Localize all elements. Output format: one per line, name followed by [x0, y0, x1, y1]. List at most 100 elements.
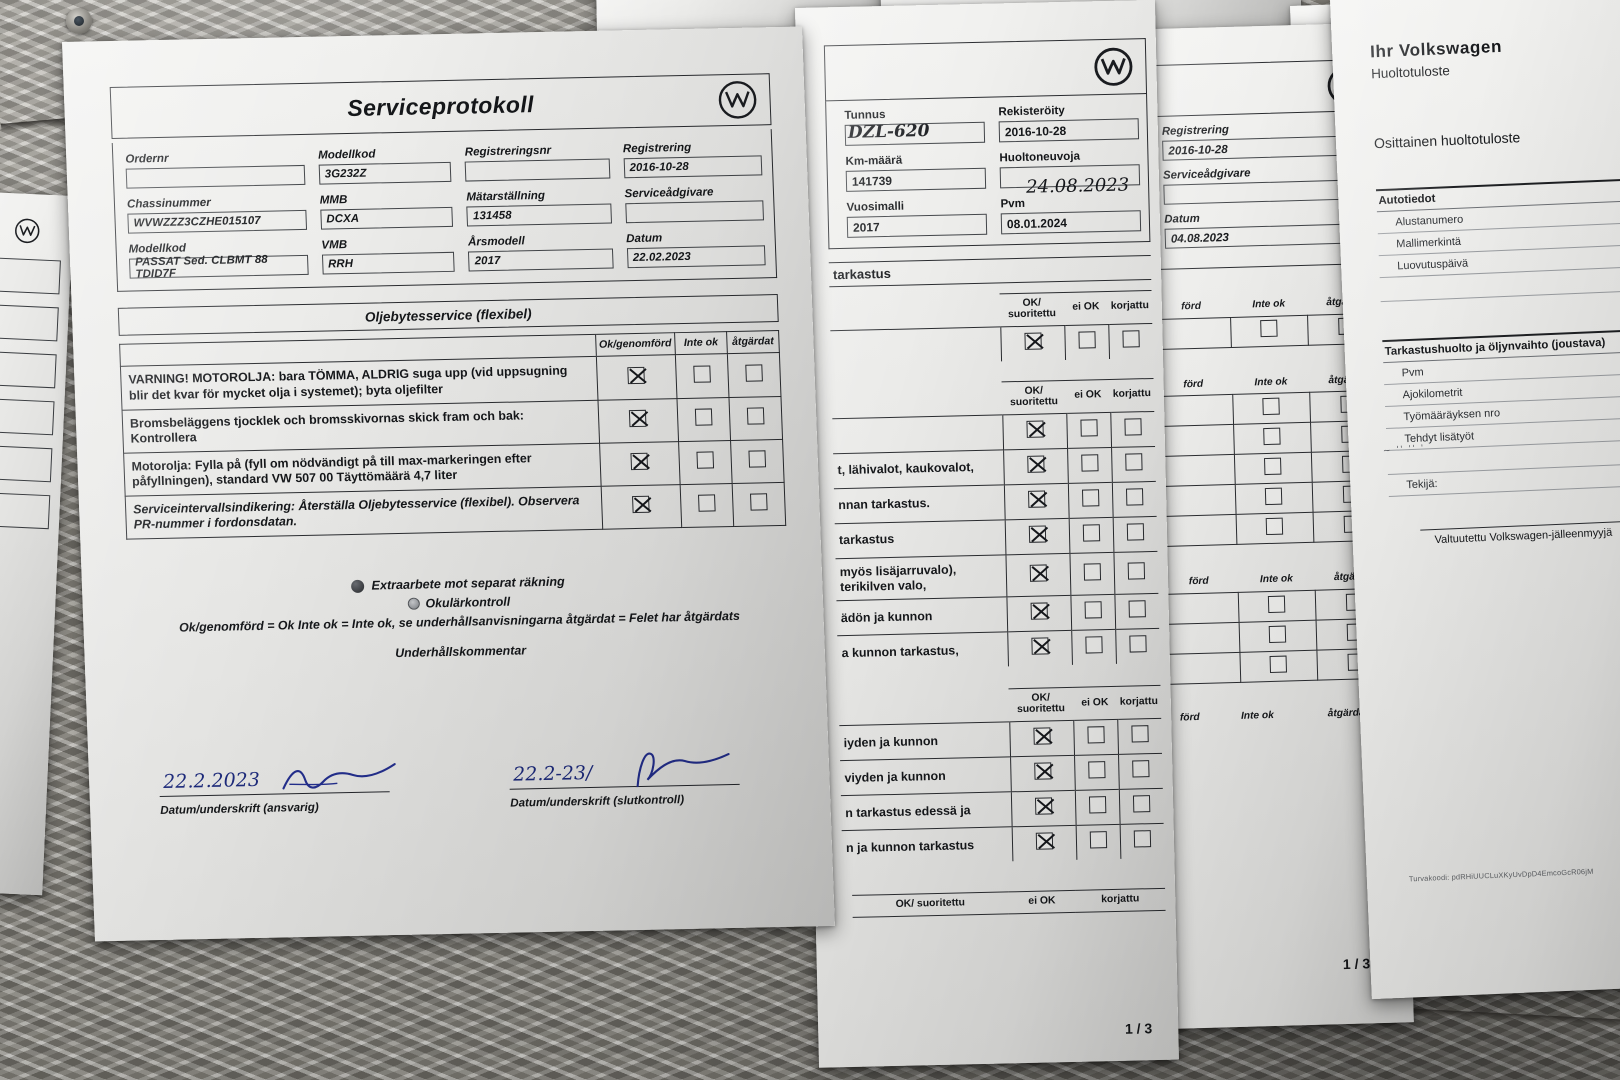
checkbox-cell-ok[interactable]	[1003, 483, 1069, 520]
checkbox-checked[interactable]	[1023, 332, 1042, 350]
checkbox-checked[interactable]	[627, 366, 646, 384]
checkbox-cell-inte-ok[interactable]	[675, 354, 729, 399]
checkbox[interactable]	[1269, 625, 1287, 643]
checkbox-checked[interactable]	[632, 496, 650, 514]
field-value-pvm[interactable]: 08.01.2024	[1000, 210, 1142, 235]
checkbox[interactable]	[696, 451, 715, 469]
checkbox-checked[interactable]	[1033, 762, 1052, 781]
checkbox-checked[interactable]	[1030, 602, 1048, 621]
checkbox[interactable]	[1129, 635, 1147, 654]
checkbox-cell-ok[interactable]	[1009, 720, 1075, 758]
checkbox-checked[interactable]	[1030, 637, 1049, 656]
checkbox-cell-ei-ok[interactable]	[1069, 552, 1115, 596]
checkbox-cell-ok[interactable]	[1004, 518, 1070, 555]
checkbox-cell[interactable]	[1152, 317, 1232, 350]
checkbox-cell-inte-ok[interactable]	[676, 397, 731, 442]
checkbox[interactable]	[1132, 795, 1151, 813]
checkbox[interactable]	[1077, 331, 1096, 349]
checkbox-cell[interactable]	[1156, 454, 1235, 487]
checkbox[interactable]	[1081, 488, 1099, 507]
field-value-vmb[interactable]: RRH	[321, 251, 456, 275]
checkbox[interactable]	[1089, 831, 1107, 849]
checkbox-cell-ok[interactable]	[1006, 595, 1072, 633]
checkbox-cell-ei-ok[interactable]	[1071, 629, 1116, 666]
checkbox-cell-inte-ok[interactable]	[680, 483, 734, 529]
signature-line[interactable]: 22.2.2023	[158, 746, 396, 798]
checkbox[interactable]	[1086, 726, 1105, 744]
checkbox-cell-atgardat[interactable]	[727, 352, 781, 398]
checkbox[interactable]	[1126, 522, 1144, 541]
checkbox[interactable]	[748, 450, 767, 468]
checkbox[interactable]	[1080, 453, 1099, 472]
checkbox-cell[interactable]	[1239, 650, 1319, 683]
checkbox[interactable]	[1265, 487, 1283, 505]
checkbox-cell-atgardat[interactable]	[730, 439, 785, 484]
checkbox-cell-ei-ok[interactable]	[1075, 824, 1121, 861]
checkbox[interactable]	[746, 407, 765, 425]
checkbox-cell-korjattu[interactable]	[1115, 628, 1160, 665]
field-value-matarstallning[interactable]: 131458	[466, 203, 612, 227]
checkbox-cell-ok[interactable]	[595, 355, 677, 401]
checkbox[interactable]	[693, 365, 711, 383]
checkbox[interactable]	[1127, 561, 1145, 580]
checkbox-cell-korjattu[interactable]	[1119, 823, 1165, 860]
checkbox[interactable]	[1262, 397, 1281, 415]
field-value-ordernr[interactable]	[125, 164, 306, 189]
checkbox-cell-korjattu[interactable]	[1118, 788, 1164, 825]
checkbox-cell-ok[interactable]	[1005, 553, 1071, 598]
checkbox-cell-ok[interactable]	[600, 484, 682, 530]
checkbox-cell-ok[interactable]	[597, 398, 679, 444]
checkbox-checked[interactable]	[1029, 564, 1047, 582]
field-value-km[interactable]: 141739	[845, 167, 987, 192]
checkbox-cell[interactable]	[1160, 592, 1239, 625]
field-value-registreringsnr[interactable]	[465, 158, 610, 182]
checkbox-cell-korjattu[interactable]	[1118, 753, 1163, 790]
checkbox-cell[interactable]	[1235, 512, 1315, 545]
checkbox-cell-inte-ok[interactable]	[678, 440, 733, 485]
checkbox-cell-ei-ok[interactable]	[1067, 482, 1113, 519]
checkbox-cell-ei-ok[interactable]	[1064, 324, 1110, 360]
checkbox[interactable]	[698, 494, 716, 513]
checkbox-cell[interactable]	[1161, 652, 1241, 685]
checkbox-checked[interactable]	[630, 452, 649, 471]
checkbox-cell[interactable]	[1233, 422, 1312, 455]
field-value-modellkod2[interactable]: PASSAT Sed. CLBMT 88 TDID7F	[128, 254, 309, 280]
checkbox-cell-ok[interactable]	[1007, 630, 1072, 667]
checkbox[interactable]	[1124, 417, 1142, 436]
checkbox-cell-ei-ok[interactable]	[1066, 412, 1112, 449]
checkbox[interactable]	[1128, 600, 1146, 619]
checkbox[interactable]	[1260, 319, 1279, 338]
checkbox[interactable]	[750, 493, 768, 511]
checkbox[interactable]	[1266, 517, 1284, 535]
checkbox-checked[interactable]	[1035, 832, 1053, 851]
field-value-rekisteroity[interactable]: 2016-10-28	[998, 118, 1140, 143]
checkbox-cell-ok[interactable]	[1011, 825, 1077, 862]
checkbox-cell-korjattu[interactable]	[1111, 481, 1157, 518]
field-value-datum[interactable]: 22.02.2023	[626, 245, 766, 269]
field-value-mmb[interactable]: DCXA	[320, 206, 454, 230]
checkbox[interactable]	[1125, 487, 1144, 506]
checkbox[interactable]	[1270, 655, 1288, 673]
checkbox[interactable]	[1268, 595, 1286, 613]
field-value-tunnus[interactable]: DZL-620	[844, 121, 986, 146]
checkbox-checked[interactable]	[1026, 455, 1045, 473]
checkbox-checked[interactable]	[1027, 490, 1045, 508]
checkbox-cell[interactable]	[1161, 622, 1240, 655]
field-value-registrering[interactable]: 2016-10-28	[623, 155, 763, 179]
checkbox-cell[interactable]	[1154, 394, 1234, 428]
checkbox-cell-korjattu[interactable]	[1111, 446, 1156, 483]
checkbox[interactable]	[694, 408, 713, 426]
checkbox[interactable]	[1263, 427, 1282, 445]
checkbox-cell-ok[interactable]	[1002, 413, 1068, 450]
field-value-serviceradgivare[interactable]	[624, 200, 765, 224]
checkbox-checked[interactable]	[1028, 525, 1046, 543]
checkbox-cell-atgardat[interactable]	[732, 482, 786, 527]
checkbox-checked[interactable]	[1025, 420, 1044, 438]
checkbox[interactable]	[1088, 796, 1106, 814]
checkbox[interactable]	[1131, 760, 1150, 778]
checkbox-cell-ok[interactable]	[1010, 755, 1075, 793]
checkbox-cell[interactable]	[1155, 424, 1235, 457]
checkbox-cell-atgardat[interactable]	[728, 396, 783, 441]
checkbox-cell[interactable]	[1238, 620, 1318, 653]
field-value-vuosimalli[interactable]: 2017	[846, 213, 988, 238]
